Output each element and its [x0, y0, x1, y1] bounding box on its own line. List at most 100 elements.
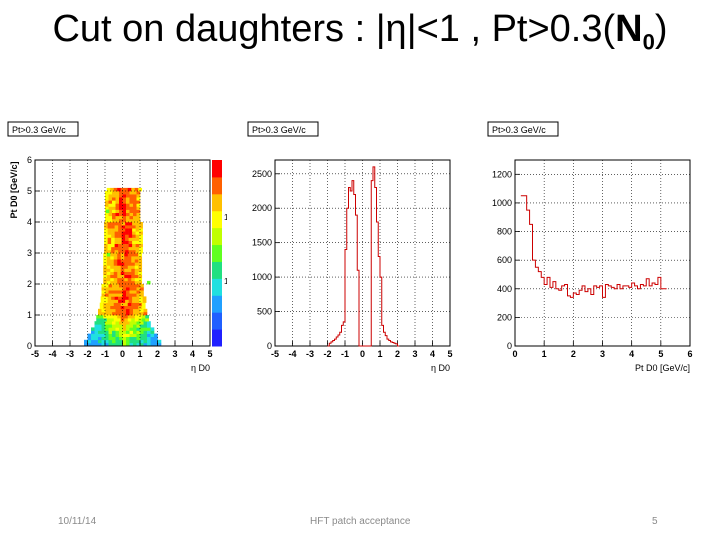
heatmap-cell: [111, 237, 115, 241]
heatmap-cell: [139, 299, 143, 303]
heatmap-cell: [118, 228, 122, 232]
heatmap-cell: [110, 256, 115, 260]
heatmap-cell: [115, 333, 120, 337]
heatmap-cell: [113, 302, 118, 306]
heatmap-cell: [133, 284, 137, 288]
heatmap-cell: [119, 336, 123, 341]
x-axis-label: Pt D0 [GeV/c]: [635, 363, 690, 373]
heatmap-cell: [106, 256, 111, 260]
heatmap-cell: [105, 308, 109, 313]
heatmap-cell: [118, 296, 122, 300]
heatmap-cell: [104, 237, 108, 241]
heatmap-cell: [105, 284, 109, 288]
heatmap-cell: [131, 268, 136, 272]
heatmap-cell: [128, 240, 133, 244]
heatmap-cell: [112, 339, 116, 344]
heatmap-cell: [122, 194, 127, 198]
colorbar-segment: [212, 329, 222, 347]
x-tick-label: 1: [542, 349, 547, 359]
x-tick-label: 3: [412, 349, 417, 359]
heatmap-cell: [136, 324, 141, 328]
heatmap-cell: [119, 330, 123, 334]
heatmap-cell: [135, 228, 140, 232]
heatmap-cell: [119, 342, 123, 347]
heatmap-cell: [127, 256, 132, 260]
heatmap-cell: [119, 311, 123, 316]
x-axis-label: η D0: [431, 363, 450, 373]
heatmap-cell: [136, 218, 141, 223]
heatmap-cell: [110, 318, 115, 322]
heatmap-cell: [122, 284, 127, 288]
heatmap-cell: [106, 277, 111, 282]
heatmap-cell: [122, 324, 127, 328]
heatmap-cell: [135, 296, 140, 300]
heatmap-cell: [136, 336, 141, 341]
heatmap-cell: [113, 253, 118, 257]
heatmap-cell: [113, 268, 118, 272]
heatmap-cell: [111, 240, 115, 244]
heatmap-cell: [124, 271, 129, 275]
heatmap-cell: [111, 249, 115, 254]
heatmap-cell: [135, 225, 140, 229]
heatmap-cell: [142, 296, 147, 300]
heatmap-cell: [132, 234, 136, 238]
heatmap-cell: [122, 206, 127, 210]
heatmap-cell: [111, 299, 115, 303]
heatmap-cell: [101, 293, 106, 297]
heatmap-cell: [154, 339, 158, 344]
heatmap-cell: [108, 324, 113, 328]
colorbar-tick-label: 1: [224, 277, 227, 286]
heatmap-cell: [126, 203, 130, 207]
heatmap-cell: [125, 234, 129, 238]
heatmap-cell: [118, 246, 122, 251]
plot-frame-border: [34, 159, 211, 347]
heatmap-cell: [115, 206, 120, 210]
heatmap-cell: [127, 187, 132, 192]
x-tick-label: 0: [120, 349, 125, 359]
heatmap-cell: [132, 243, 136, 248]
heatmap-cell: [115, 287, 120, 291]
heatmap-cell: [113, 262, 118, 266]
heatmap-cell: [117, 315, 122, 319]
heatmap-cell: [115, 321, 120, 325]
heatmap-cell: [129, 206, 134, 210]
heatmap-cell: [119, 209, 123, 213]
heatmap-cell: [133, 339, 137, 344]
y-tick-label: 1000: [492, 198, 512, 208]
slide-title-bold: N: [615, 8, 643, 50]
heatmap-cell: [105, 321, 109, 325]
colorbar-tick-label: 10: [224, 213, 227, 222]
heatmap-cell: [133, 342, 137, 347]
heatmap-cell: [118, 237, 122, 241]
heatmap-cell: [129, 203, 134, 207]
heatmap-cell: [128, 222, 133, 226]
heatmap-cell: [132, 246, 136, 251]
heatmap-cell: [124, 280, 129, 285]
heatmap-cell: [91, 339, 95, 344]
heatmap-cell: [134, 274, 139, 279]
heatmap-cell: [105, 191, 109, 195]
heatmap-cell: [118, 222, 122, 226]
heatmap-cell: [108, 333, 113, 337]
heatmap-cell: [136, 287, 141, 291]
heatmap-cell: [134, 305, 139, 310]
heatmap-cell: [122, 327, 127, 331]
heatmap-cell: [150, 336, 155, 341]
heatmap-cell: [136, 311, 141, 316]
heatmap-cell: [134, 262, 139, 266]
heatmap-cell: [133, 333, 137, 337]
heatmap-cell: [122, 333, 127, 337]
heatmap-cell: [94, 336, 99, 341]
heatmap-cell: [113, 274, 118, 279]
heatmap-cell: [101, 284, 106, 288]
heatmap-cell: [112, 218, 116, 223]
y-tick-label: 800: [497, 227, 512, 237]
heatmap-cell: [119, 218, 123, 223]
heatmap-cell: [129, 324, 134, 328]
heatmap-cell: [108, 197, 113, 201]
heatmap-cell: [107, 249, 112, 254]
heatmap-cell: [94, 333, 99, 337]
heatmap-cell: [135, 237, 140, 241]
heatmap-cell: [105, 206, 109, 210]
heatmap-cell: [108, 284, 113, 288]
